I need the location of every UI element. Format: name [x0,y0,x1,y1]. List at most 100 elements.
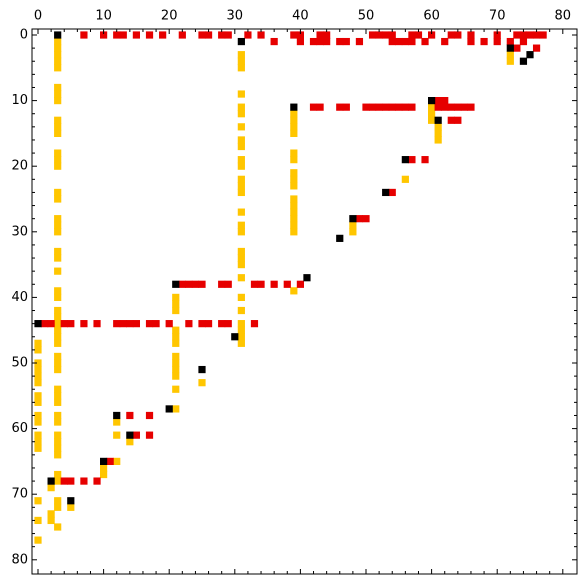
red-cell [447,103,455,111]
black-cell [526,51,534,59]
black-cell [336,234,344,242]
red-cell [316,103,324,111]
red-cell [395,37,403,46]
red-cell [178,280,186,288]
yellow-cell [54,320,62,328]
red-cell [401,103,409,111]
x-tick-label: 20 [161,9,178,24]
red-cell [375,31,383,39]
red-cell [382,103,390,111]
red-cell [119,31,127,39]
red-cell [388,103,396,111]
y-tick-label: 30 [11,224,28,239]
red-cell [218,320,226,328]
red-cell [395,103,403,111]
red-cell [336,103,344,111]
red-cell [388,31,396,39]
yellow-cell [237,51,245,59]
red-cell [244,31,252,39]
black-cell [382,188,390,197]
yellow-cell [54,57,62,65]
red-cell [106,457,114,465]
yellow-cell [237,110,245,118]
red-cell [309,37,318,46]
yellow-cell [237,182,245,190]
yellow-cell [172,326,180,334]
red-cell [296,37,304,46]
x-tick-label: 80 [555,9,572,24]
yellow-cell [34,372,42,380]
yellow-cell [290,169,298,177]
red-cell [119,320,127,328]
yellow-cell [290,123,298,131]
red-cell [421,156,429,164]
red-cell [126,320,134,328]
yellow-cell [434,129,442,137]
red-cell [447,116,455,124]
yellow-cell [54,470,62,479]
yellow-cell [34,359,42,367]
tick-layer [32,29,577,574]
black-cell [198,365,206,374]
red-cell [93,477,101,485]
red-cell [185,280,193,288]
yellow-cell [47,484,55,492]
red-cell [132,320,140,328]
red-cell [454,116,462,124]
yellow-cell [237,274,245,282]
yellow-cell [54,162,62,170]
red-cell [257,31,265,39]
plot-frame [31,28,578,575]
red-cell [388,188,396,197]
yellow-cell [237,64,245,72]
yellow-cell [172,372,180,380]
red-cell [40,320,49,328]
yellow-cell [237,162,245,170]
yellow-cell [237,221,245,229]
yellow-cell [54,51,62,59]
yellow-cell [34,516,42,525]
black-cell [67,497,75,505]
yellow-cell [54,97,62,105]
yellow-cell [237,175,245,183]
red-cell [132,431,140,439]
red-cell [224,320,232,328]
red-cell [480,37,488,46]
red-cell [506,37,514,46]
yellow-cell [237,339,245,347]
red-cell [434,97,442,105]
yellow-cell [198,379,206,387]
yellow-cell [54,83,62,92]
yellow-cell [54,156,62,164]
red-cell [132,31,140,39]
yellow-cell [34,365,42,374]
yellow-cell [237,156,245,164]
red-cell [165,320,173,328]
yellow-cell [54,90,62,98]
yellow-cell [54,228,62,236]
yellow-cell [237,228,245,236]
y-tick-label: 60 [11,421,28,436]
red-cell [408,103,416,111]
yellow-cell [172,352,180,361]
red-cell [145,31,154,39]
red-cell [204,320,213,328]
yellow-cell [237,326,245,334]
yellow-cell [34,431,42,439]
red-cell [145,431,154,439]
red-cell [145,411,154,420]
red-cell [441,97,449,105]
red-cell [145,320,154,328]
yellow-cell [506,51,514,59]
yellow-cell [428,110,436,118]
yellow-cell [290,182,298,190]
red-cell [218,280,226,288]
yellow-cell [54,37,62,46]
red-cell [336,37,344,46]
x-tick-label: 10 [95,9,112,24]
yellow-cell [54,418,62,426]
yellow-cell [428,103,436,111]
red-cell [401,37,409,46]
yellow-cell [54,411,62,420]
red-cell [47,320,55,328]
